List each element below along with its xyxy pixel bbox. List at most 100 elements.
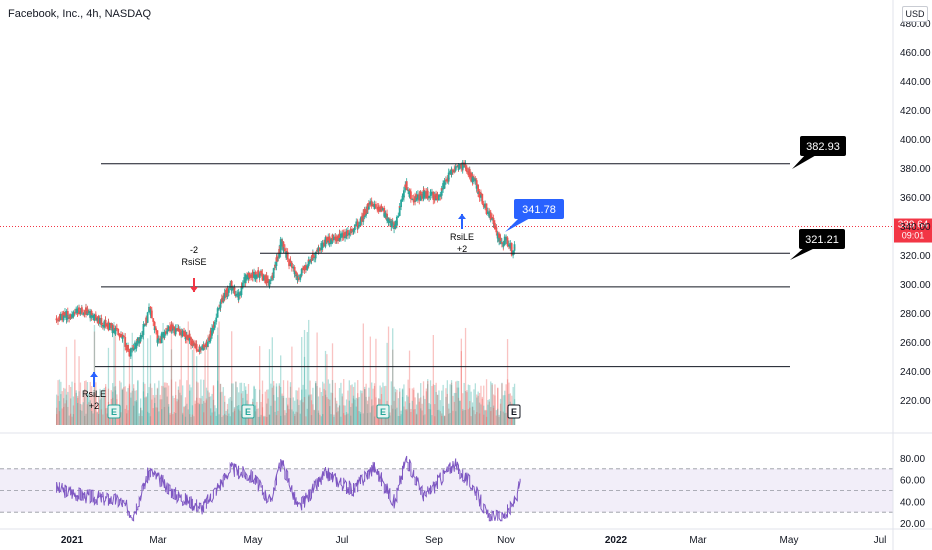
earnings-marker[interactable]: E: [107, 404, 121, 419]
volume-bar: [226, 403, 229, 425]
candle-body: [451, 171, 454, 173]
candle-body: [62, 313, 65, 315]
volume-bar: [81, 410, 83, 425]
volume-bar: [413, 409, 415, 425]
candle-body: [470, 172, 472, 182]
candle-body: [373, 204, 376, 209]
volume-bar: [490, 411, 492, 425]
earnings-label: E: [111, 407, 117, 417]
volume-bar: [406, 395, 408, 425]
volume-bar: [478, 413, 481, 425]
volume-bar: [75, 390, 77, 425]
volume-bar: [414, 397, 416, 425]
volume-bar: [119, 380, 121, 425]
volume-bar: [175, 381, 177, 425]
time-tick-label: 2022: [605, 535, 628, 546]
volume-bar: [254, 405, 257, 425]
currency-button[interactable]: USD: [902, 6, 928, 22]
earnings-marker[interactable]: E: [376, 404, 390, 419]
candle-body: [129, 353, 132, 357]
volume-bar: [196, 381, 198, 425]
volume-bar: [446, 393, 448, 425]
candle-body: [369, 201, 372, 205]
volume-bar: [124, 408, 126, 425]
candle-body: [85, 307, 87, 315]
signal-name: RsiSE: [181, 257, 206, 267]
candle-body: [292, 266, 295, 268]
volume-bar: [484, 410, 486, 425]
volume-bar: [359, 390, 362, 425]
candle-body: [191, 340, 194, 346]
volume-bar: [168, 385, 170, 425]
candle-body: [169, 326, 171, 329]
volume-bar: [224, 401, 226, 425]
volume-bar: [445, 388, 447, 425]
volume-bar: [224, 395, 226, 425]
volume-bar: [411, 400, 413, 425]
volume-bar: [155, 407, 157, 425]
candle-body: [103, 321, 106, 328]
volume-bar: [324, 390, 327, 425]
earnings-label: E: [245, 407, 251, 417]
earnings-marker[interactable]: E: [507, 404, 521, 419]
volume-bar: [130, 392, 132, 425]
volume-bar: [351, 403, 353, 425]
volume-bar: [425, 388, 427, 425]
earnings-label: E: [511, 407, 517, 417]
volume-bar: [235, 381, 237, 425]
volume-bar: [64, 388, 66, 425]
volume-bar: [428, 408, 430, 425]
candle-body: [397, 215, 400, 217]
candle-body: [241, 283, 244, 288]
volume-bar: [65, 346, 68, 425]
volume-bar: [170, 349, 173, 425]
volume-bar: [323, 383, 325, 425]
candle-body: [244, 274, 247, 278]
candle-body: [381, 207, 384, 211]
volume-bar: [274, 411, 276, 425]
candle-body: [499, 243, 502, 245]
volume-bar: [404, 409, 406, 425]
candle-body: [260, 270, 262, 274]
volume-bar: [373, 416, 376, 425]
candle-body: [104, 325, 107, 327]
candle-body: [311, 253, 314, 259]
earnings-icon: [107, 404, 121, 419]
volume-bar: [439, 411, 441, 425]
volume-bar: [341, 396, 343, 425]
candle-body: [474, 180, 477, 182]
volume-bar: [264, 416, 266, 425]
candle-body: [216, 308, 219, 315]
volume-bar: [331, 393, 334, 425]
candle-body: [150, 313, 153, 319]
volume-bar: [413, 387, 415, 425]
candle-body: [320, 243, 323, 247]
volume-bar: [421, 410, 423, 425]
candle-body: [300, 268, 303, 270]
candle-body: [127, 345, 129, 352]
candle-body: [108, 322, 111, 326]
volume-bar: [294, 415, 296, 425]
earnings-marker[interactable]: E: [241, 404, 255, 419]
candle-body: [184, 337, 187, 340]
volume-bar: [69, 413, 72, 425]
volume-bar: [210, 396, 212, 425]
volume-bar: [357, 393, 359, 425]
candle-body: [405, 187, 408, 191]
candle-body: [394, 220, 397, 225]
candle-body: [282, 250, 285, 252]
volume-bar: [457, 387, 460, 425]
candle-body: [465, 167, 468, 172]
volume-bar: [148, 413, 150, 425]
volume-bar: [68, 384, 70, 425]
volume-bar: [211, 393, 213, 425]
volume-bar: [135, 390, 138, 425]
candle-body: [159, 339, 162, 344]
candle-body: [341, 233, 344, 238]
candle-body: [275, 258, 278, 267]
volume-bar: [340, 416, 342, 425]
volume-bar: [478, 402, 481, 425]
candle-body: [456, 166, 458, 168]
volume-bar: [373, 385, 376, 425]
